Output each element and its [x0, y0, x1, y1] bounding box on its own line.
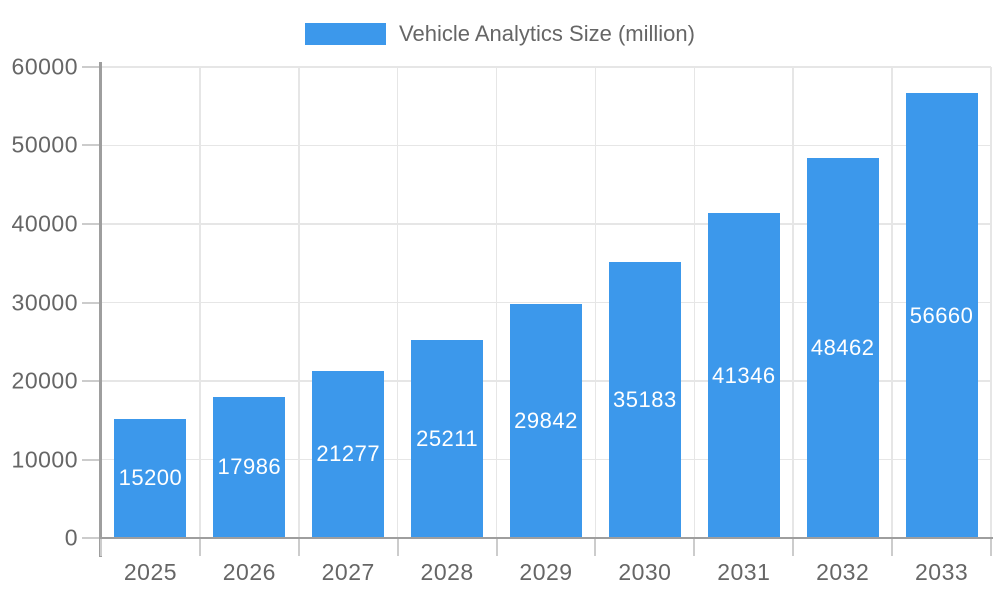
y-axis-tick-label: 10000 — [11, 446, 78, 472]
gridline-vertical — [495, 67, 498, 538]
bar-value-label: 17986 — [217, 454, 282, 480]
legend: Vehicle Analytics Size (million) — [0, 21, 1000, 47]
y-axis-labels: 0 10000 20000 30000 40000 50000 60000 — [0, 54, 78, 551]
x-axis-tick-label: 2032 — [816, 559, 870, 585]
bar-value-label: 25211 — [416, 426, 479, 452]
x-axis-tick-label: 2028 — [420, 559, 474, 585]
bar: 35183 — [608, 261, 681, 538]
bar-slot: 56660 — [892, 67, 991, 538]
bar-value-label: 56660 — [909, 302, 974, 328]
x-axis-tick-label: 2027 — [321, 559, 375, 585]
x-tick-mark — [990, 539, 992, 556]
y-axis-tick-label: 30000 — [11, 289, 78, 315]
x-axis-tick-label: 2033 — [914, 559, 969, 585]
y-tick-mark — [82, 222, 100, 225]
bar-slot: 41346 — [694, 67, 793, 538]
x-axis-labels: 2025 2026 2027 2028 2029 2030 2031 2032 2033 — [101, 557, 991, 587]
y-axis-line — [99, 62, 102, 557]
y-axis-ticks — [82, 66, 100, 539]
plot-area: 15200 17986 21277 25211 29842 35183 41346 48462… — [101, 66, 992, 538]
bar-value-label: 15200 — [118, 465, 183, 491]
y-tick-mark — [82, 144, 100, 147]
x-tick-mark — [198, 539, 201, 556]
gridline-vertical — [891, 67, 893, 538]
y-axis-tick-label: 40000 — [11, 210, 78, 237]
gridline-vertical — [199, 67, 201, 538]
bar-value-label: 29842 — [514, 407, 578, 433]
y-axis-tick-label: 20000 — [11, 367, 78, 394]
x-axis-tick-label: 2025 — [123, 559, 178, 585]
x-axis-tick-label: 2031 — [717, 559, 771, 585]
bar-slot: 48462 — [793, 67, 892, 538]
bar-slot: 21277 — [299, 67, 398, 538]
y-tick-mark — [82, 537, 100, 539]
y-tick-mark — [82, 301, 100, 304]
bar-slot: 17986 — [200, 67, 299, 538]
bar: 41346 — [707, 213, 780, 538]
bar: 21277 — [312, 370, 385, 538]
x-axis-tick-label: 2030 — [618, 559, 672, 585]
bar: 15200 — [114, 418, 187, 538]
bar-value-label: 41346 — [711, 362, 776, 388]
legend-swatch — [305, 23, 387, 45]
x-tick-mark — [693, 539, 696, 556]
bar: 56660 — [905, 93, 978, 538]
x-tick-mark — [396, 539, 399, 556]
y-axis-tick-label: 60000 — [11, 53, 78, 80]
x-tick-mark — [297, 539, 300, 556]
gridline-horizontal — [101, 66, 991, 68]
x-tick-mark — [495, 539, 498, 556]
y-axis-tick-label: 0 — [64, 524, 78, 551]
x-axis-tick-label: 2029 — [519, 559, 573, 585]
gridline-vertical — [594, 67, 597, 538]
x-axis-tick-label: 2026 — [222, 559, 276, 585]
y-tick-mark — [82, 379, 100, 382]
bar-value-label: 35183 — [613, 386, 677, 412]
x-tick-mark — [792, 539, 795, 556]
y-tick-mark — [82, 66, 100, 68]
gridline-vertical — [792, 67, 794, 538]
y-axis-tick-label: 50000 — [11, 131, 78, 158]
x-axis-line — [99, 537, 993, 539]
gridline-vertical — [990, 67, 992, 538]
gridline-horizontal — [101, 144, 991, 147]
gridline-vertical — [298, 67, 300, 538]
bar: 29842 — [510, 303, 582, 538]
bar-slot: 15200 — [101, 67, 200, 538]
x-axis-ticks — [100, 539, 992, 556]
gridline-vertical — [396, 67, 399, 538]
bars-layer: 15200 17986 21277 25211 29842 35183 41346 48462… — [101, 67, 991, 538]
y-tick-mark — [82, 458, 100, 461]
bar-value-label: 48462 — [810, 334, 875, 360]
x-tick-mark — [891, 539, 894, 556]
gridline-horizontal — [101, 223, 991, 225]
bar: 48462 — [806, 157, 879, 538]
bar-slot: 29842 — [497, 67, 596, 538]
bar: 17986 — [213, 396, 286, 538]
x-tick-mark — [594, 539, 597, 556]
bar-slot: 35183 — [595, 67, 694, 538]
gridline-vertical — [693, 67, 696, 538]
bar-slot: 25211 — [398, 67, 497, 538]
bar-value-label: 21277 — [316, 441, 381, 467]
bar: 25211 — [411, 340, 484, 538]
gridline-horizontal — [101, 301, 991, 304]
x-tick-mark — [100, 539, 102, 556]
legend-label: Vehicle Analytics Size (million) — [399, 21, 695, 46]
